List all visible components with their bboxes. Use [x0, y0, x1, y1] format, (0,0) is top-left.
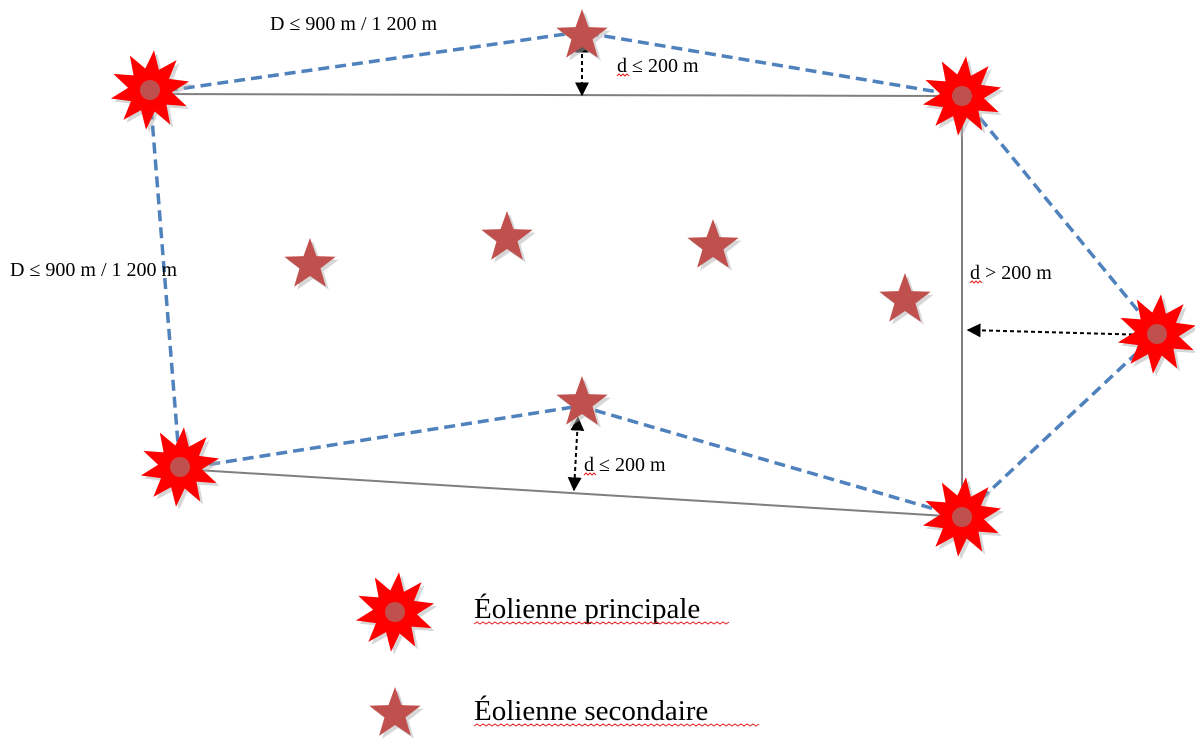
legend: Éolienne principale Éolienne secondaire — [355, 572, 760, 739]
secondary-turbine-icon — [369, 687, 424, 739]
dashed-connection — [148, 30, 1160, 519]
turbine-connections — [148, 30, 1160, 519]
legend-secondary-label: Éolienne secondaire — [474, 694, 708, 727]
distance-arrows — [567, 38, 1152, 492]
secondary-turbine — [879, 273, 934, 325]
spellcheck-squiggle — [583, 472, 597, 476]
secondary-turbine — [556, 376, 611, 428]
secondary-turbine — [481, 211, 536, 263]
label-top-offset: d ≤ 200 m — [617, 55, 699, 77]
boundary-line — [149, 93, 963, 97]
primary-turbine — [922, 56, 1005, 139]
turbines — [110, 9, 1195, 560]
legend-primary-label: Éolienne principale — [474, 592, 700, 625]
spellcheck-squiggle — [969, 280, 983, 284]
label-left-distance: D ≤ 900 m / 1 200 m — [10, 259, 178, 281]
label-right-offset: d > 200 m — [970, 262, 1052, 284]
spellcheck-squiggle — [473, 621, 730, 625]
distance-arrow — [567, 416, 585, 492]
primary-turbine — [355, 572, 438, 655]
label-top-distance: D ≤ 900 m / 1 200 m — [270, 13, 438, 35]
site-boundary — [149, 93, 963, 518]
primary-turbine — [110, 50, 193, 133]
spellcheck-squiggle — [473, 723, 760, 727]
spellcheck-squiggle — [616, 73, 630, 77]
primary-turbine-icon — [355, 572, 438, 655]
secondary-turbine — [284, 238, 339, 290]
primary-turbine — [1117, 294, 1195, 377]
primary-turbine — [922, 477, 1005, 560]
primary-turbine — [140, 427, 223, 510]
distance-arrow — [966, 323, 1152, 342]
label-bottom-offset: d ≤ 200 m — [584, 454, 666, 476]
secondary-turbine — [369, 687, 424, 739]
secondary-turbine — [687, 219, 742, 271]
secondary-turbine — [556, 9, 611, 61]
boundary-line — [179, 468, 963, 518]
